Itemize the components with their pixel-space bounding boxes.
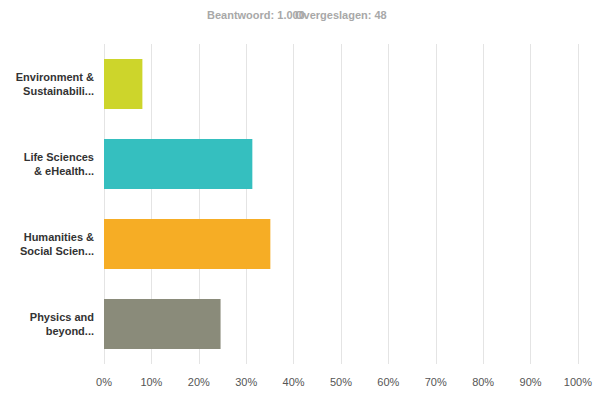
- svg-text:20%: 20%: [188, 376, 210, 388]
- svg-text:60%: 60%: [377, 376, 399, 388]
- svg-text:Life Sciences: Life Sciences: [24, 151, 94, 163]
- svg-text:beyond...: beyond...: [46, 325, 94, 337]
- svg-text:Physics and: Physics and: [30, 311, 94, 323]
- svg-text:50%: 50%: [330, 376, 352, 388]
- svg-text:70%: 70%: [425, 376, 447, 388]
- svg-text:Overgeslagen: 48: Overgeslagen: 48: [295, 9, 387, 21]
- svg-text:Beantwoord: 1.000: Beantwoord: 1.000: [207, 9, 305, 21]
- svg-text:100%: 100%: [564, 376, 592, 388]
- svg-text:80%: 80%: [472, 376, 494, 388]
- svg-text:Sustainabili...: Sustainabili...: [23, 85, 94, 97]
- svg-text:90%: 90%: [520, 376, 542, 388]
- svg-text:10%: 10%: [140, 376, 162, 388]
- svg-text:& eHealth...: & eHealth...: [34, 165, 94, 177]
- svg-text:40%: 40%: [283, 376, 305, 388]
- svg-text:30%: 30%: [235, 376, 257, 388]
- svg-text:Social Scien...: Social Scien...: [20, 245, 94, 257]
- svg-text:Environment &: Environment &: [16, 71, 94, 83]
- svg-text:Humanities &: Humanities &: [24, 231, 94, 243]
- svg-text:0%: 0%: [96, 376, 112, 388]
